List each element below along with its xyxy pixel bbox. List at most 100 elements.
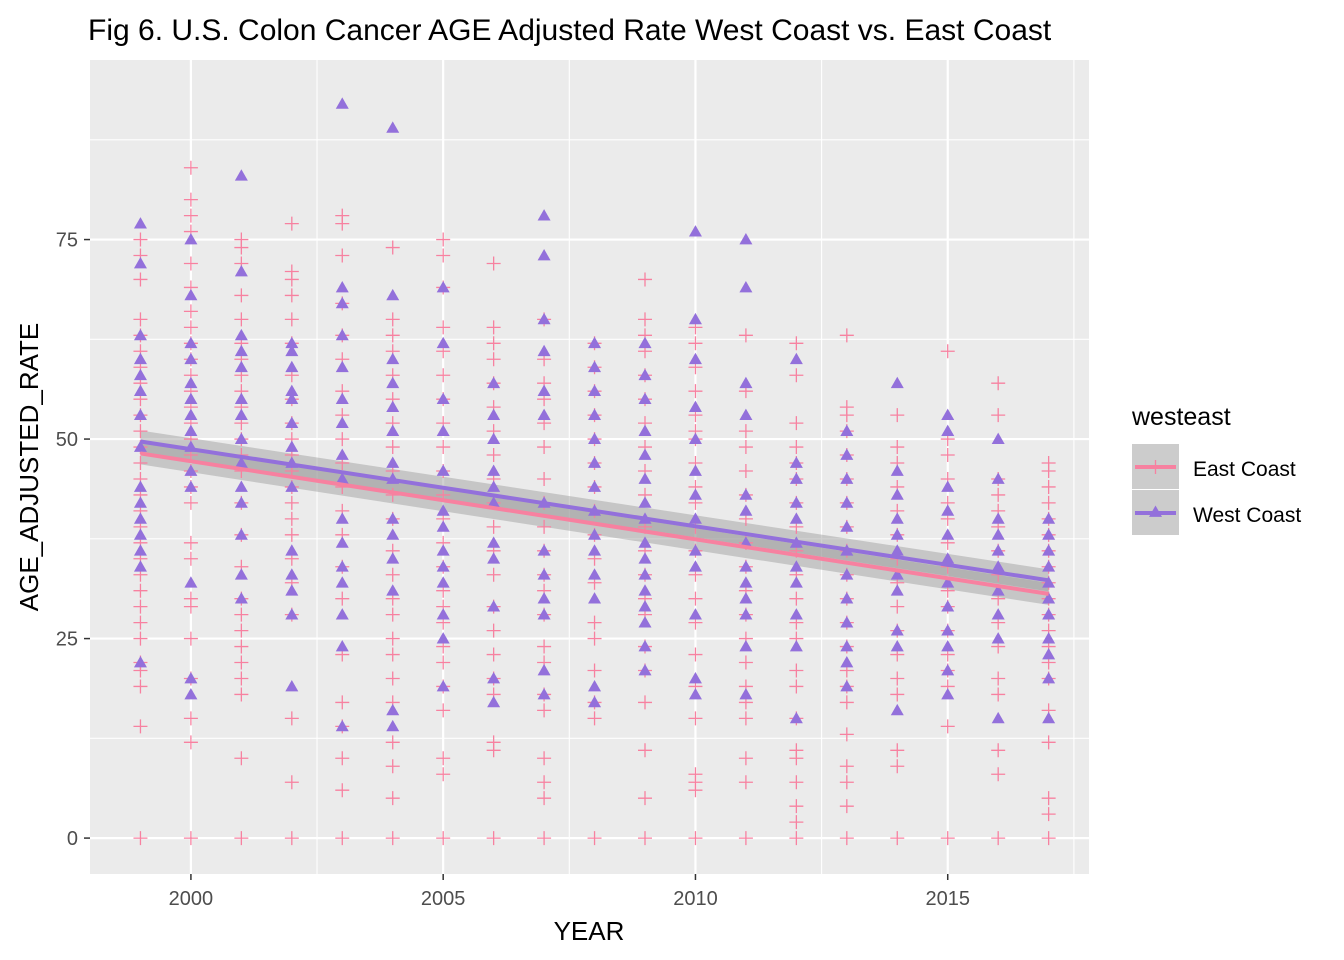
west-coast-point	[487, 408, 501, 421]
east-coast-trend-line	[140, 451, 1049, 596]
west-coast-point	[436, 679, 450, 692]
west-coast-point	[285, 384, 299, 397]
west-coast-point	[335, 576, 349, 588]
west-coast-point	[840, 592, 854, 604]
west-coast-point	[1042, 576, 1056, 588]
x-tick-label: 2015	[925, 888, 970, 910]
west-coast-point	[588, 432, 602, 444]
west-coast-point	[739, 608, 753, 620]
west-coast-point	[638, 584, 652, 596]
east-coast-point	[839, 799, 854, 814]
west-coast-point	[285, 416, 299, 428]
west-coast-point	[436, 632, 450, 644]
east-coast-point	[738, 655, 753, 670]
west-coast-point	[184, 352, 198, 365]
west-coast-point	[335, 560, 349, 572]
west-coast-point	[638, 336, 652, 349]
east-coast-point	[537, 519, 552, 534]
east-coast-point	[789, 831, 804, 846]
west-coast-point	[1042, 560, 1056, 572]
west-coast-point	[133, 217, 147, 229]
east-coast-point	[385, 312, 400, 327]
east-coast-point	[284, 216, 299, 231]
west-coast-point	[840, 640, 854, 652]
east-coast-point	[335, 831, 350, 846]
west-coast-point	[285, 480, 299, 492]
west-coast-point	[386, 584, 400, 596]
east-coast-point	[335, 591, 350, 606]
west-coast-point	[941, 640, 955, 652]
east-coast-point	[385, 831, 400, 846]
west-coast-point	[890, 512, 904, 524]
west-coast-point	[941, 600, 955, 612]
east-coast-point	[133, 631, 148, 646]
east-coast-point	[133, 456, 148, 471]
west-coast-point	[487, 480, 501, 492]
east-coast-point	[234, 687, 249, 702]
east-coast-point	[284, 288, 299, 303]
west-coast-point	[941, 687, 955, 700]
east-coast-point	[183, 711, 198, 726]
east-coast-point	[537, 639, 552, 654]
west-coast-point	[991, 528, 1005, 540]
east-coast-point	[789, 368, 804, 383]
east-coast-point	[234, 671, 249, 686]
west-coast-point	[739, 592, 753, 604]
east-coast-point	[587, 711, 602, 726]
west-coast-point	[184, 480, 198, 492]
east-coast-point	[890, 408, 905, 423]
east-coast-point	[133, 719, 148, 734]
east-coast-point	[789, 799, 804, 814]
west-coast-point	[487, 600, 501, 612]
east-coast-point	[234, 607, 249, 622]
east-coast-points	[133, 160, 1056, 846]
east-coast-point	[183, 631, 198, 646]
east-coast-point	[688, 384, 703, 399]
east-coast-point	[234, 623, 249, 638]
west-coast-point	[436, 560, 450, 572]
west-coast-point	[234, 408, 248, 421]
west-coast-point	[386, 288, 400, 301]
east-coast-point	[890, 687, 905, 702]
east-coast-point	[940, 448, 955, 463]
west-coast-point	[1042, 512, 1056, 524]
east-coast-point	[890, 743, 905, 758]
west-coast-point	[688, 488, 702, 500]
west-coast-point	[840, 472, 854, 484]
east-coast-point	[486, 647, 501, 662]
east-coast-point	[537, 775, 552, 790]
east-coast-point	[234, 751, 249, 766]
east-coast-point	[991, 487, 1006, 502]
west-coast-point	[234, 592, 248, 604]
east-coast-point	[284, 312, 299, 327]
west-coast-point	[1042, 528, 1056, 540]
west-coast-point	[991, 512, 1005, 524]
west-coast-point	[335, 416, 349, 428]
east-coast-point	[436, 831, 451, 846]
west-coast-point	[638, 424, 652, 436]
east-coast-point	[234, 639, 249, 654]
west-coast-point	[688, 512, 702, 524]
west-coast-point	[588, 408, 602, 421]
west-coast-point	[941, 552, 955, 564]
west-coast-point	[487, 496, 501, 508]
y-tick-label: 0	[67, 828, 78, 850]
legend-key-east-coast	[1135, 460, 1176, 474]
west-coast-point	[537, 608, 551, 620]
east-coast-point	[789, 416, 804, 431]
east-coast-point	[1041, 735, 1056, 750]
east-coast-point	[991, 376, 1006, 391]
west-coast-point	[1042, 671, 1056, 684]
west-coast-point	[588, 456, 602, 468]
east-coast-point	[537, 791, 552, 806]
west-coast-point	[638, 640, 652, 652]
x-tick-label: 2005	[421, 888, 466, 910]
east-coast-point	[436, 320, 451, 335]
east-coast-point	[385, 607, 400, 622]
east-coast-point	[991, 743, 1006, 758]
east-coast-point	[789, 336, 804, 351]
west-coast-point	[991, 632, 1005, 644]
east-coast-point	[183, 192, 198, 207]
